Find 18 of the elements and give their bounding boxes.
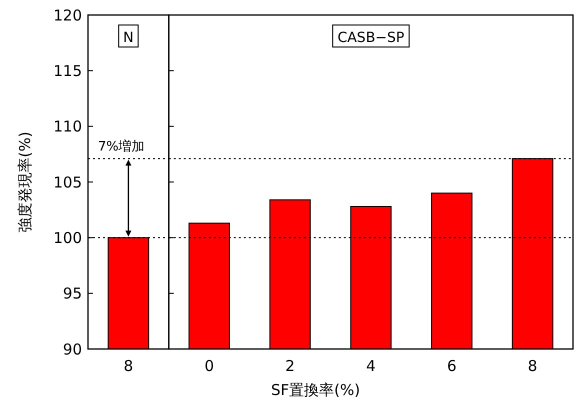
annotation: N <box>123 30 134 46</box>
x-tick-label: 6 <box>446 357 457 375</box>
x-tick-label: 8 <box>124 357 134 375</box>
y-tick-label: 105 <box>53 173 82 192</box>
x-tick-label: 2 <box>285 357 295 375</box>
y-tick-label: 115 <box>53 62 82 80</box>
y-tick-label: 110 <box>53 118 82 136</box>
y-tick-label: 95 <box>62 284 82 303</box>
y-tick-label: 120 <box>53 6 82 24</box>
x-tick-label: 4 <box>366 357 376 375</box>
y-axis-title: 強度発現率(%) <box>16 132 34 232</box>
y-tick-label: 100 <box>53 228 82 247</box>
annotation: 7%増加 <box>98 138 145 155</box>
x-axis-title: SF置換率(%) <box>270 381 360 399</box>
y-tick-label: 90 <box>62 340 82 358</box>
annotation: CASB−SP <box>337 30 404 46</box>
x-tick-label: 8 <box>528 357 538 375</box>
x-tick-label: 0 <box>204 357 214 375</box>
